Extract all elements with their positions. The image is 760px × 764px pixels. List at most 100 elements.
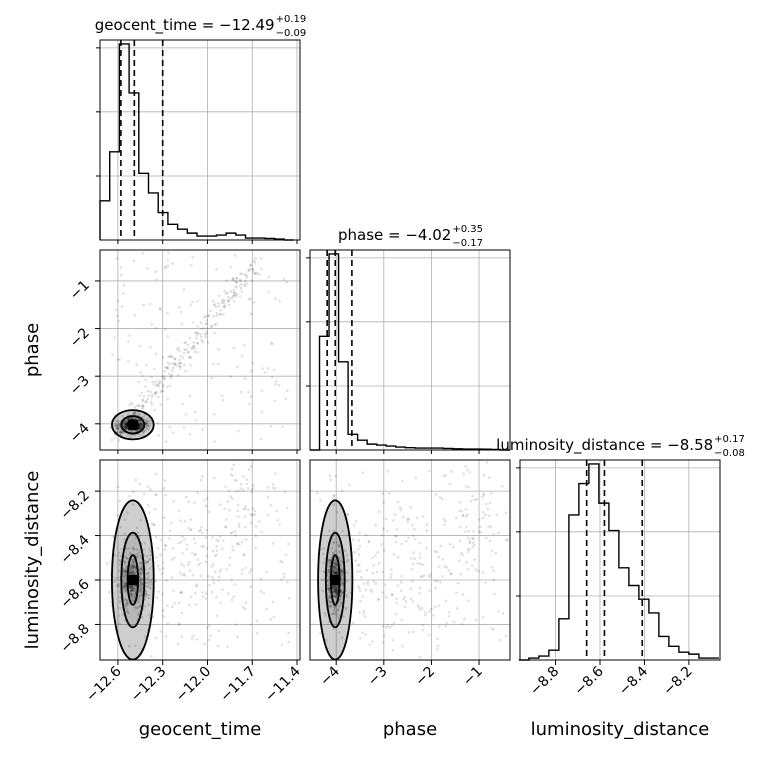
sample-point <box>249 263 253 267</box>
sample-point <box>334 584 338 588</box>
sample-point <box>357 563 361 567</box>
sample-point <box>166 361 169 364</box>
sample-point <box>210 564 214 568</box>
sample-point <box>358 531 361 535</box>
sample-point <box>334 571 337 574</box>
sample-point <box>200 545 204 548</box>
sample-point <box>389 568 393 572</box>
sample-point <box>219 308 222 312</box>
sample-point <box>341 529 344 533</box>
sample-point <box>230 598 234 602</box>
sample-point <box>140 576 143 580</box>
sample-point <box>323 614 327 617</box>
sample-point <box>117 554 120 557</box>
panel-grid-2-2 <box>555 460 690 660</box>
sample-point <box>138 433 142 437</box>
sample-point <box>248 267 252 271</box>
sample-point <box>266 513 270 517</box>
sample-point <box>413 557 416 560</box>
sample-point <box>334 572 338 575</box>
sample-point <box>465 561 468 564</box>
sample-point <box>406 517 410 521</box>
sample-point <box>134 417 138 421</box>
sample-point <box>253 261 257 264</box>
sample-point <box>141 587 144 590</box>
sample-point <box>140 391 144 395</box>
sample-point <box>126 434 129 437</box>
sample-point <box>139 426 143 429</box>
sample-point <box>336 608 339 612</box>
sample-point <box>384 583 387 586</box>
sample-point <box>122 584 126 588</box>
sample-point <box>255 632 259 635</box>
sample-point <box>340 588 343 592</box>
sample-point <box>236 515 240 518</box>
sample-point <box>139 568 143 571</box>
sample-point <box>432 614 435 617</box>
sample-point <box>488 539 492 543</box>
sample-point <box>240 540 244 544</box>
sample-point <box>182 351 186 355</box>
sample-point <box>250 513 254 516</box>
sample-point <box>334 590 338 594</box>
sample-point <box>139 581 143 585</box>
sample-point <box>249 395 253 398</box>
sample-point <box>130 565 134 569</box>
sample-point <box>454 516 458 520</box>
sample-point <box>166 335 170 338</box>
sample-point <box>150 323 154 326</box>
sample-point <box>207 638 211 642</box>
sample-point <box>318 632 322 635</box>
sample-point <box>361 595 365 599</box>
sample-point <box>327 587 331 591</box>
sample-point <box>449 572 453 576</box>
sample-point <box>481 616 485 619</box>
sample-point <box>330 547 334 550</box>
sample-point <box>135 552 139 556</box>
sample-point <box>374 554 377 557</box>
sample-point <box>230 578 234 582</box>
sample-point <box>339 589 343 592</box>
sample-point <box>183 341 186 344</box>
sample-point <box>133 565 136 568</box>
sample-point <box>332 586 336 590</box>
sample-point <box>235 542 239 546</box>
sample-point <box>145 561 148 565</box>
sample-point <box>187 563 190 566</box>
sample-point <box>427 574 430 578</box>
sample-point <box>113 553 117 557</box>
sample-point <box>334 595 337 598</box>
sample-point <box>282 572 286 576</box>
sample-point <box>242 489 245 493</box>
sample-point <box>219 568 223 572</box>
sample-point <box>138 425 142 428</box>
sample-point <box>198 561 202 565</box>
sample-point <box>329 561 332 565</box>
sample-point <box>394 513 397 516</box>
sample-point <box>124 583 127 586</box>
sample-point <box>183 519 187 523</box>
sample-point <box>118 358 121 361</box>
sample-point <box>181 402 184 406</box>
sample-point <box>202 326 206 330</box>
sample-point <box>435 579 439 583</box>
sample-point <box>232 294 235 297</box>
sample-point <box>335 592 339 596</box>
sample-point <box>392 553 396 556</box>
sample-point <box>129 435 132 439</box>
sample-point <box>130 563 134 566</box>
sample-point <box>144 363 148 367</box>
sample-point <box>420 575 424 579</box>
sample-point <box>210 376 213 380</box>
sample-point <box>328 595 332 599</box>
sample-point <box>156 421 160 425</box>
sample-point <box>365 568 369 572</box>
sample-point <box>128 570 132 574</box>
sample-point <box>129 568 132 571</box>
sample-point <box>449 572 453 575</box>
sample-point <box>127 360 130 363</box>
sample-point <box>131 569 134 572</box>
sample-point <box>112 336 116 339</box>
sample-point <box>193 347 197 350</box>
sample-point <box>333 565 336 568</box>
